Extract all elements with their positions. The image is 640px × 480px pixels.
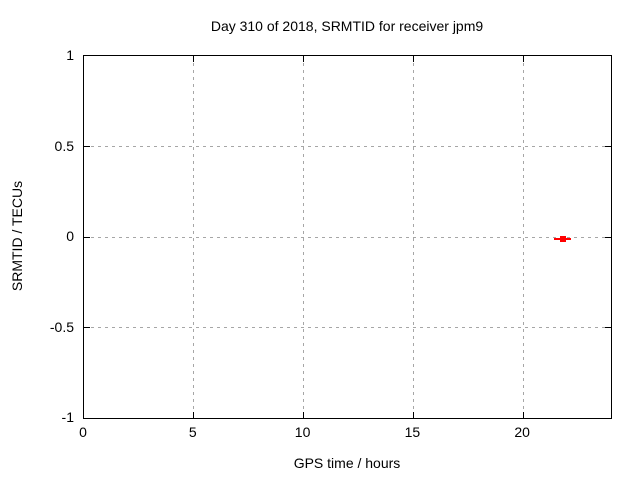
y-tick-left	[84, 146, 90, 147]
y-tick-right	[605, 236, 611, 238]
y-axis-label: SRMTID / TECUs	[9, 180, 25, 292]
plot-area	[83, 55, 612, 419]
x-tick-label: 5	[188, 424, 197, 440]
x-tick-label: 0	[79, 424, 87, 440]
y-tick-right	[605, 146, 611, 147]
y-tick-label: 0.5	[54, 137, 74, 154]
y-tick-left	[84, 236, 90, 238]
x-tick-top	[303, 56, 305, 62]
x-tick-label: 20	[514, 424, 530, 440]
x-axis-label: GPS time / hours	[293, 455, 401, 471]
y-tick-left	[84, 327, 90, 328]
gridline-horizontal	[84, 236, 611, 238]
x-tick-bottom	[193, 412, 195, 418]
x-tick-top	[522, 56, 524, 62]
y-tick-label: -0.5	[49, 318, 74, 335]
x-tick-bottom	[412, 412, 414, 418]
y-tick-label: 1	[66, 47, 74, 63]
x-tick-label: 10	[294, 424, 311, 440]
gridline-horizontal	[84, 146, 611, 147]
chart-title: Day 310 of 2018, SRMTID for receiver jpm…	[210, 18, 484, 34]
x-tick-top	[193, 56, 195, 62]
x-tick-bottom	[303, 412, 305, 418]
y-tick-label: 0	[66, 228, 74, 244]
x-tick-bottom	[522, 412, 524, 418]
y-tick-label: -1	[61, 409, 74, 425]
x-tick-label: 15	[404, 424, 421, 440]
x-tick-top	[412, 56, 414, 62]
y-tick-right	[605, 327, 611, 328]
gridline-horizontal	[84, 327, 611, 328]
data-point	[559, 235, 566, 242]
